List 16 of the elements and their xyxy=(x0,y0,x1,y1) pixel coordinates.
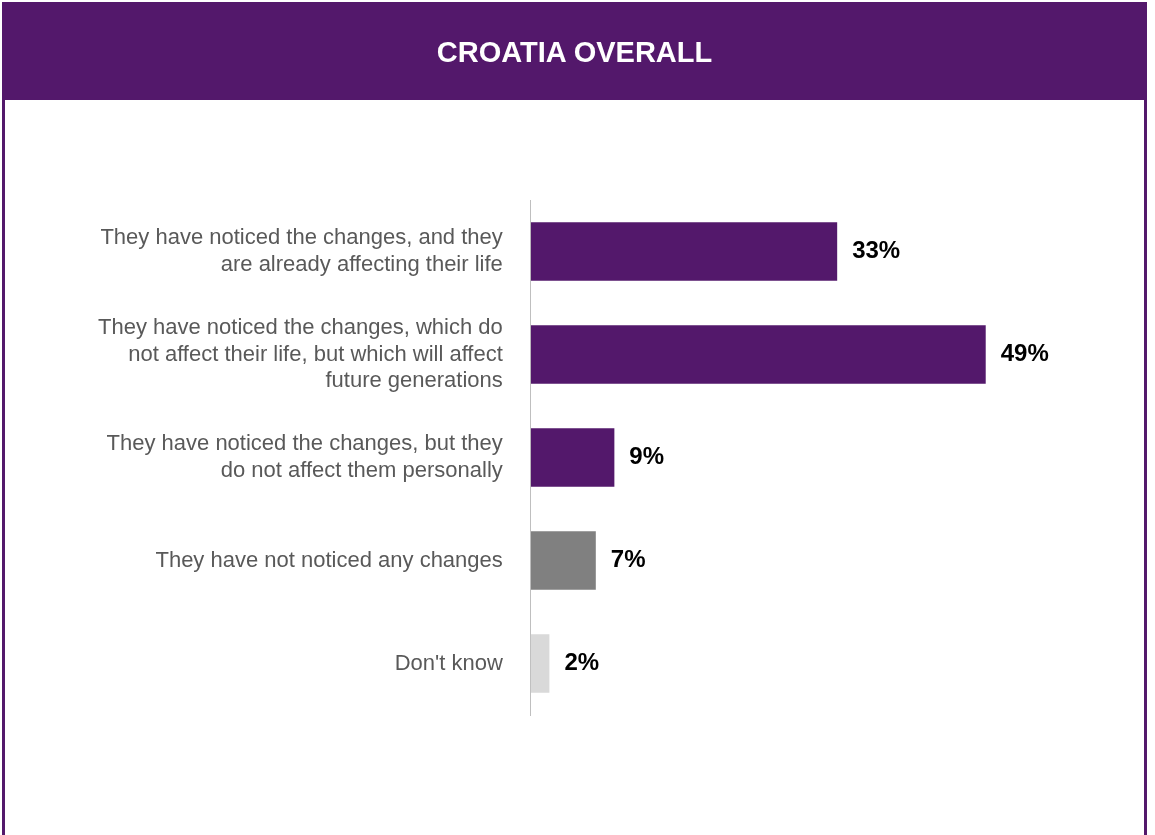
data-label: 49% xyxy=(1000,339,1049,367)
data-label: 7% xyxy=(610,545,646,573)
y-tick-label: They have noticed the changes, but they do not affect them personally xyxy=(106,430,503,482)
bar xyxy=(530,325,986,384)
data-label: 33% xyxy=(852,236,901,264)
bar xyxy=(530,634,550,693)
y-tick-label: They have not noticed any changes xyxy=(155,546,503,572)
y-tick-label: They have noticed the changes, which do not affect their life, but which will affect future generations xyxy=(97,314,503,392)
bar xyxy=(530,222,838,281)
data-label: 9% xyxy=(629,442,665,470)
bar xyxy=(530,428,615,487)
y-tick-label: They have noticed the changes, and they are already affecting their life xyxy=(100,224,503,276)
data-label: 2% xyxy=(564,648,600,676)
y-tick-label: Don't know xyxy=(394,649,503,675)
chart-title: CROATIA OVERALL xyxy=(5,5,1144,100)
bar xyxy=(530,531,596,590)
